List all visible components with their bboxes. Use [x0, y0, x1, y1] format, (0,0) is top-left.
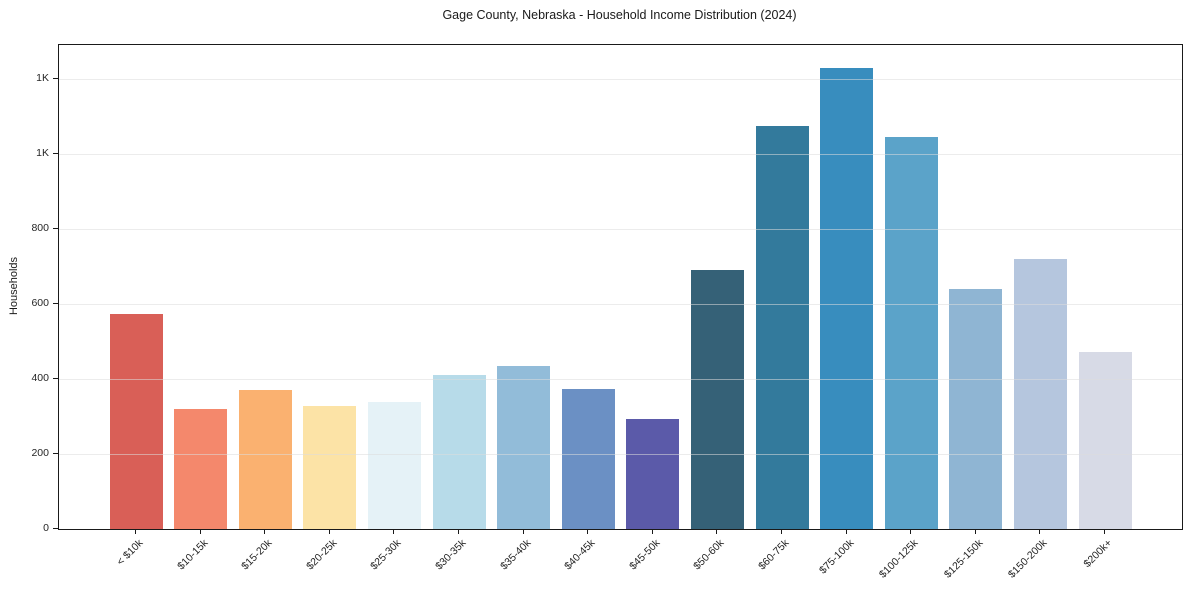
y-tick-mark — [53, 528, 58, 529]
gridline — [59, 78, 1182, 80]
bar — [561, 388, 615, 529]
y-tick-mark — [53, 303, 58, 305]
x-tick-mark — [522, 529, 524, 534]
gridline — [59, 228, 1182, 230]
x-tick-mark — [587, 529, 589, 534]
y-tick-label: 1K — [36, 72, 49, 85]
bar — [884, 136, 938, 529]
bar — [820, 68, 874, 529]
bar — [432, 375, 486, 529]
x-tick-mark — [651, 529, 653, 534]
bar — [303, 406, 357, 529]
y-tick-mark — [53, 153, 58, 155]
y-tick-label: 1K — [36, 147, 49, 160]
y-tick-mark — [53, 378, 58, 380]
bar — [367, 401, 421, 529]
x-tick-mark — [135, 529, 136, 534]
x-tick-mark — [393, 529, 395, 534]
y-tick-label: 800 — [31, 222, 49, 235]
chart-title: Gage County, Nebraska - Household Income… — [442, 8, 797, 22]
gridline — [59, 453, 1182, 455]
bar — [497, 366, 551, 529]
y-tick-mark — [53, 228, 58, 230]
x-tick-mark — [845, 529, 847, 534]
x-tick-mark — [716, 529, 718, 534]
bar — [626, 418, 680, 529]
bar — [1013, 259, 1067, 529]
x-tick-mark — [1104, 529, 1105, 534]
bar — [174, 409, 228, 529]
y-tick-mark — [53, 453, 58, 455]
y-tick-label: 600 — [31, 297, 49, 310]
gridline — [59, 378, 1182, 380]
y-tick-label: 200 — [31, 447, 49, 460]
x-tick-mark — [199, 529, 201, 534]
bar — [755, 126, 809, 529]
bar — [238, 389, 292, 529]
gridline — [59, 303, 1182, 305]
bar — [109, 313, 163, 529]
x-tick-mark — [458, 529, 459, 534]
x-tick-mark — [974, 529, 976, 534]
x-tick-label: < $10k — [114, 537, 146, 568]
bar — [949, 289, 1003, 529]
x-tick-mark — [328, 529, 330, 534]
y-tick-label: 0 — [43, 522, 49, 534]
x-tick-mark — [1039, 529, 1041, 534]
x-tick-mark — [781, 529, 782, 534]
y-tick-label: 400 — [31, 372, 49, 385]
y-tick-mark — [53, 78, 58, 80]
bar — [690, 269, 744, 529]
plot-area — [58, 44, 1183, 530]
gridline — [59, 153, 1182, 155]
x-tick-mark — [910, 529, 912, 534]
bar — [1078, 351, 1132, 529]
x-tick-mark — [264, 529, 266, 534]
